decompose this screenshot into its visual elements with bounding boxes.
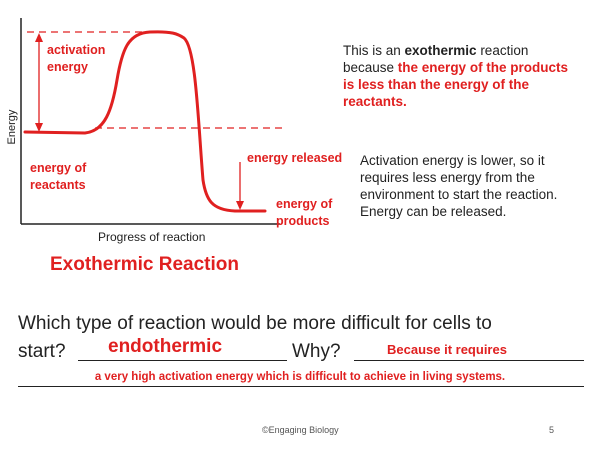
y-axis-label: Energy xyxy=(6,102,18,152)
activation-energy-label-line1: activation xyxy=(47,43,106,57)
explanation-red-2: is less than the energy of the xyxy=(343,77,530,92)
activation-energy-label: activation energy xyxy=(47,42,105,76)
exothermic-term: exothermic xyxy=(404,43,477,58)
x-axis-label: Progress of reaction xyxy=(98,230,206,244)
answer-blank-1[interactable] xyxy=(78,338,287,361)
note-line3: environment to start the reaction. xyxy=(360,187,558,202)
activation-energy-arrow xyxy=(35,33,43,132)
products-label-line2: products xyxy=(276,214,330,228)
note-line1: Activation energy is lower, so it xyxy=(360,153,545,168)
explanation-text: This is an exothermic reaction because t… xyxy=(343,42,593,110)
energy-of-reactants-label: energy of reactants xyxy=(30,160,86,194)
page-number: 5 xyxy=(549,425,555,435)
question-start-word: start? xyxy=(18,341,66,362)
answer-because: Because it requires xyxy=(387,342,507,357)
answer-blank-2[interactable] xyxy=(354,340,584,361)
explanation-suffix: reaction xyxy=(476,43,529,58)
explanation-red-3: reactants. xyxy=(343,94,407,109)
explanation-line2: because the energy of the products xyxy=(343,59,593,76)
footer-credit: ©Engaging Biology xyxy=(262,425,339,435)
explanation-prefix: This is an xyxy=(343,43,405,58)
energy-of-products-label: energy of products xyxy=(276,196,332,230)
reactants-label-line2: reactants xyxy=(30,178,86,192)
energy-diagram xyxy=(20,18,285,225)
question-line1: Which type of reaction would be more dif… xyxy=(18,313,492,334)
energy-released-arrow xyxy=(236,162,244,210)
explanation-red-1: the energy of the products xyxy=(397,60,569,75)
y-axis-label-text: Energy xyxy=(6,109,18,145)
energy-released-label: energy released xyxy=(247,151,343,165)
products-label-line1: energy of xyxy=(276,197,333,211)
diagram-title: Exothermic Reaction xyxy=(50,254,239,275)
answer-explanation: a very high activation energy which is d… xyxy=(94,371,506,383)
answer-blank-3[interactable] xyxy=(18,366,584,387)
reactants-label-line1: energy of xyxy=(30,161,87,175)
note-line4: Energy can be released. xyxy=(360,204,507,219)
activation-energy-label-line2: energy xyxy=(47,60,88,74)
answer-endothermic: endothermic xyxy=(108,336,223,357)
note-line2: requires less energy from the xyxy=(360,170,535,185)
question-why-word: Why? xyxy=(292,341,341,362)
explanation-line1: This is an exothermic reaction xyxy=(343,42,593,59)
energy-curve xyxy=(23,30,267,213)
activation-note: Activation energy is lower, so it requir… xyxy=(360,152,595,220)
because-text: because xyxy=(343,60,398,75)
